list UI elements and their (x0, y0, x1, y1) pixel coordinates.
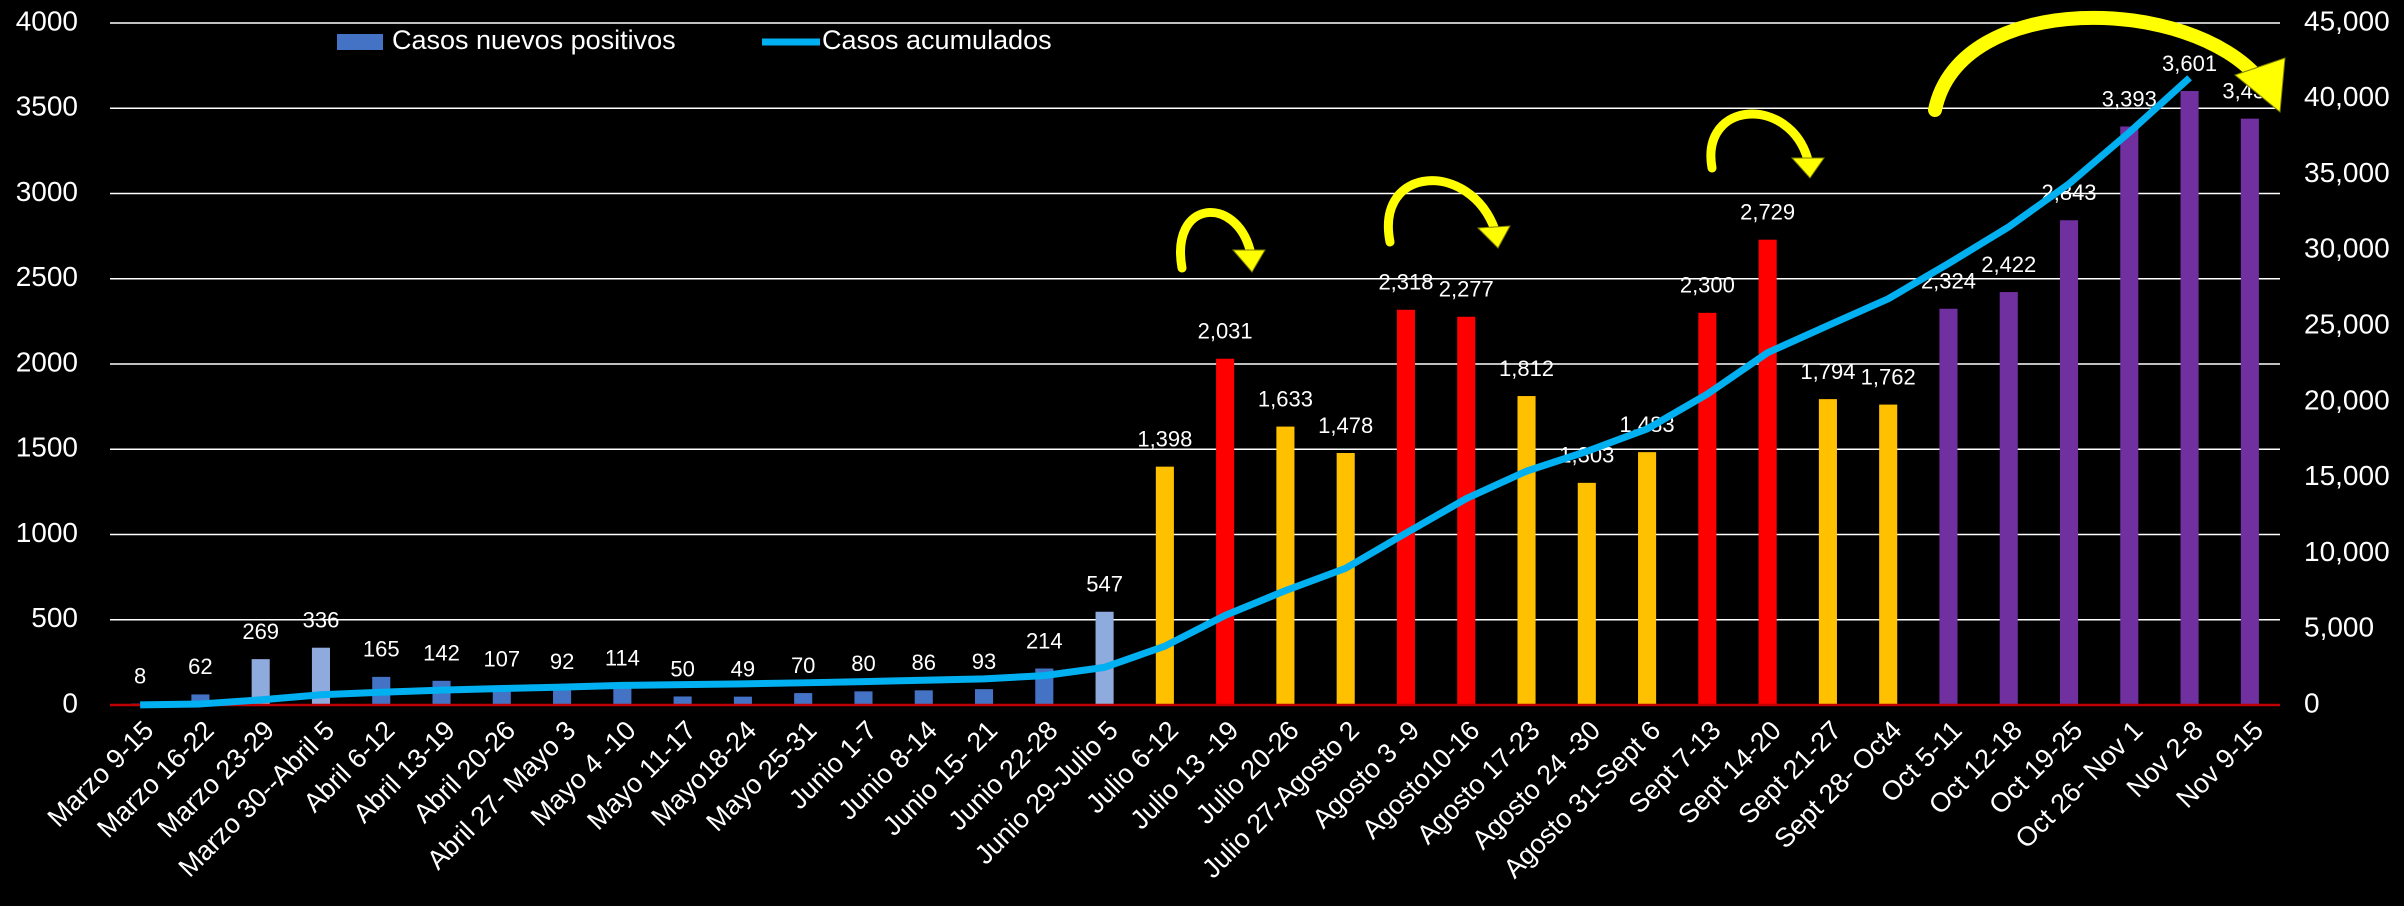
legend-label: Casos acumulados (822, 25, 1052, 55)
y2-tick-label: 25,000 (2304, 309, 2390, 340)
data-label: 114 (605, 645, 640, 670)
bar (1336, 453, 1355, 705)
legend-swatch (337, 34, 383, 50)
data-label: 2,318 (1378, 270, 1433, 295)
data-label: 50 (670, 656, 694, 681)
arrow (1706, 109, 1813, 173)
bar (1396, 309, 1416, 705)
bar (733, 696, 752, 705)
bar (2120, 126, 2139, 705)
data-label: 1,762 (1861, 364, 1916, 389)
bar (1818, 399, 1837, 705)
bar (1638, 452, 1657, 705)
y2-tick-label: 20,000 (2304, 384, 2390, 415)
arrow-head (1476, 225, 1511, 249)
data-label: 336 (303, 608, 340, 633)
bar (974, 689, 994, 705)
y2-tick-label: 0 (2304, 687, 2320, 718)
data-label: 86 (912, 650, 936, 675)
y-tick-label: 3000 (16, 176, 78, 207)
bar (311, 647, 331, 705)
data-label: 2,422 (1981, 252, 2036, 277)
bar (1577, 482, 1596, 705)
data-label: 93 (972, 649, 996, 674)
data-label: 3,601 (2162, 51, 2217, 76)
data-label: 49 (731, 656, 755, 681)
y2-tick-label: 45,000 (2304, 5, 2390, 36)
data-label: 269 (242, 619, 279, 644)
y-tick-label: 2000 (16, 346, 78, 377)
arrow-head (2233, 57, 2286, 113)
data-label: 142 (423, 641, 460, 666)
bar (553, 689, 572, 705)
data-label: 547 (1086, 572, 1123, 597)
decorative-arrows (1176, 10, 2267, 273)
y-tick-label: 0 (62, 687, 78, 718)
bar (2059, 220, 2079, 705)
y-tick-label: 4000 (16, 5, 78, 36)
bar (854, 691, 873, 705)
bar (1758, 239, 1777, 705)
bar (914, 690, 933, 705)
y-tick-label: 3500 (16, 91, 78, 122)
data-label: 80 (851, 651, 875, 676)
y2-tick-label: 15,000 (2304, 460, 2390, 491)
bar (251, 659, 270, 705)
y2-tick-label: 35,000 (2304, 157, 2390, 188)
arrow-head (1790, 157, 1825, 179)
data-label: 1,478 (1318, 413, 1373, 438)
data-label: 1,398 (1137, 426, 1192, 451)
bar (1517, 396, 1536, 705)
data-label: 214 (1026, 628, 1063, 653)
bar (673, 696, 692, 705)
bar (1155, 466, 1174, 705)
bar (1698, 312, 1717, 705)
bar (1216, 358, 1235, 705)
bar (1939, 308, 1958, 705)
bar (1457, 316, 1476, 705)
arrow (1928, 10, 2267, 117)
data-label: 92 (550, 649, 574, 674)
y-tick-label: 2500 (16, 261, 78, 292)
bar (191, 694, 210, 705)
data-label: 165 (363, 637, 400, 662)
data-label: 1,633 (1258, 386, 1313, 411)
data-label: 8 (134, 663, 146, 688)
y-tick-label: 1500 (16, 432, 78, 463)
data-label: 2,031 (1198, 319, 1253, 344)
data-label: 2,300 (1680, 273, 1735, 298)
bar (613, 685, 632, 705)
data-label: 70 (791, 653, 815, 678)
data-label: 1,794 (1800, 359, 1855, 384)
y2-tick-label: 30,000 (2304, 233, 2390, 264)
line-series (140, 75, 2192, 709)
data-label: 62 (188, 654, 212, 679)
data-label: 107 (483, 647, 520, 672)
bar (1999, 292, 2018, 705)
y2-tick-label: 40,000 (2304, 81, 2390, 112)
arrow-head (1231, 249, 1266, 273)
data-label: 3,393 (2102, 86, 2157, 111)
legend-label: Casos nuevos positivos (392, 25, 676, 55)
plot: 0 500 1000 1500 2000 2500 3000 3500 4000 0 5,000 10… (16, 5, 2390, 883)
arrow (1383, 176, 1500, 247)
data-label: 2,729 (1740, 200, 1795, 225)
y2-tick-label: 5,000 (2304, 612, 2374, 643)
y-tick-label: 500 (31, 602, 78, 633)
y2-tick-label: 10,000 (2304, 536, 2390, 567)
y-tick-label: 1000 (16, 517, 78, 548)
bar (2240, 118, 2259, 705)
bar (1095, 611, 1114, 705)
bar (794, 693, 813, 705)
bar (1879, 404, 1898, 705)
data-label: 2,277 (1439, 277, 1494, 302)
bar (2180, 91, 2199, 706)
data-label: 1,812 (1499, 356, 1554, 381)
arrow-heads (1231, 57, 2286, 273)
bar (1276, 426, 1295, 705)
arrow (1176, 208, 1255, 273)
